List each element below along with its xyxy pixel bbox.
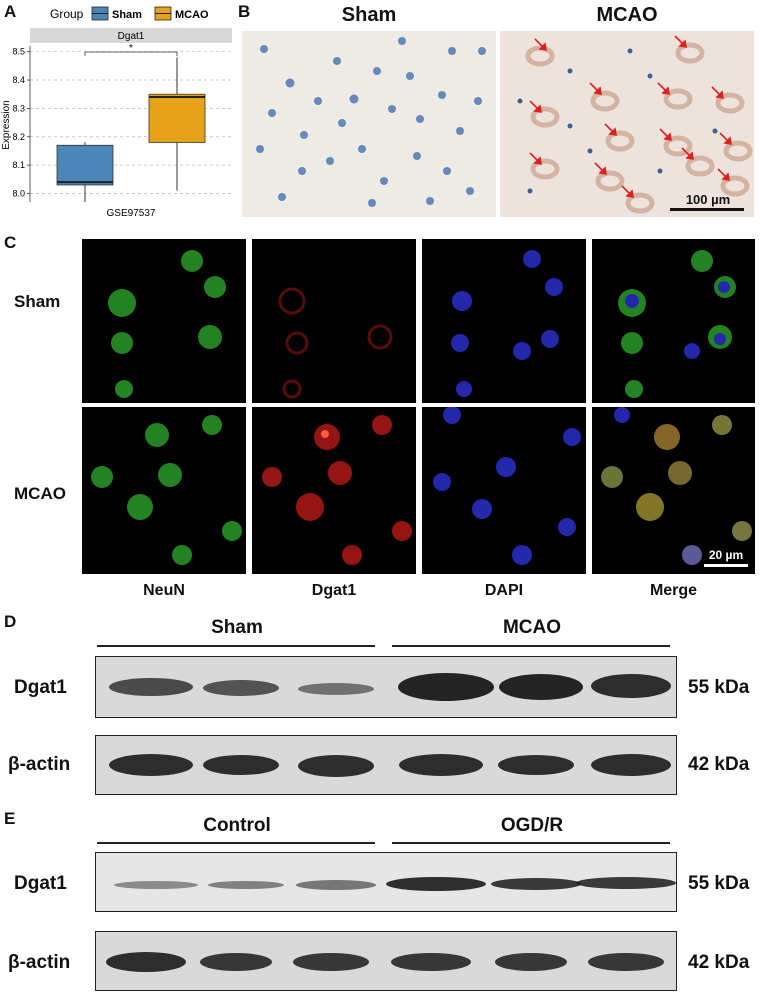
ihc-arrowhead: [625, 189, 634, 198]
panel-b-letter: B: [238, 2, 251, 21]
ihc-image-mcao: 100 µm: [500, 31, 754, 217]
facet-strip: [30, 28, 232, 43]
box-mcao: [148, 93, 206, 143]
if-row-label-mcao: MCAO: [14, 484, 66, 503]
ihc-arrowhead: [593, 86, 602, 95]
wb-d-line-sham: [97, 645, 375, 647]
panel-e-letter: E: [4, 809, 16, 828]
wb-d-band-label-actin: β-actin: [8, 754, 71, 775]
wb-d-group-mcao: MCAO: [502, 617, 562, 638]
x-axis-label: GSE97537: [107, 208, 156, 219]
if-sham-dgat1: [252, 239, 416, 403]
ihc-arrowhead: [661, 86, 670, 95]
y-tick-label: 8.5: [12, 47, 25, 57]
ihc-arrowhead: [715, 90, 724, 99]
panel-a-boxplot: Group Sham MCAO Dgat1 8.0 8.1 8.2 8.3 8.4 8.5…: [1, 6, 232, 219]
if-row-label-sham: Sham: [14, 292, 61, 311]
if-mcao-neun: [82, 407, 246, 574]
wb-e-blot-actin: [95, 931, 677, 991]
wb-d-blot-actin: [95, 735, 677, 795]
if-col-dgat1: Dgat1: [311, 582, 357, 599]
ihc-arrowhead: [685, 151, 694, 160]
if-col-merge: Merge: [649, 582, 698, 599]
ihc-scalebar-label: 100 µm: [685, 192, 731, 207]
ihc-arrowhead: [723, 136, 732, 145]
ihc-arrowhead: [533, 104, 542, 113]
ihc-arrowhead: [678, 39, 687, 48]
y-tick-label: 8.3: [12, 103, 25, 113]
wb-e-blot-dgat1: [95, 852, 677, 912]
if-mcao-dapi: [422, 407, 586, 574]
ihc-arrowhead: [721, 172, 730, 181]
ihc-arrowhead: [538, 42, 547, 51]
ihc-arrowhead: [533, 156, 542, 165]
y-tick-label: 8.2: [12, 132, 25, 142]
sig-star: *: [129, 43, 133, 54]
panel-d-letter: D: [4, 612, 17, 631]
facet-strip-label: Dgat1: [118, 31, 145, 42]
wb-e-line-control: [97, 842, 375, 844]
wb-d-kda-actin: 42 kDa: [688, 754, 750, 775]
panel-c-letter: C: [4, 233, 17, 252]
ihc-image-sham: [242, 31, 496, 217]
ihc-title-sham: Sham: [341, 4, 397, 26]
wb-d-blot-dgat1: [95, 656, 677, 718]
wb-d-band-label-dgat1: Dgat1: [14, 677, 67, 698]
plot-area: 8.0 8.1 8.2 8.3 8.4 8.5 *: [12, 43, 232, 202]
wb-e-kda-actin: 42 kDa: [688, 952, 750, 973]
wb-e-group-ogdr: OGD/R: [500, 815, 564, 836]
ihc-title-mcao: MCAO: [596, 4, 658, 26]
if-sham-merge: [592, 239, 755, 403]
ihc-arrowhead: [663, 132, 672, 141]
if-col-neun: NeuN: [143, 582, 185, 599]
if-col-dapi: DAPI: [484, 582, 524, 599]
wb-e-band-label-dgat1: Dgat1: [14, 873, 67, 894]
y-tick-label: 8.1: [12, 160, 25, 170]
if-scalebar-label: 20 µm: [708, 548, 744, 562]
if-sham-dapi: [422, 239, 586, 403]
y-tick-label: 8.0: [12, 188, 25, 198]
y-axis-label: Expression: [1, 100, 12, 149]
wb-e-band-label-actin: β-actin: [8, 952, 71, 973]
wb-d-line-mcao: [392, 645, 670, 647]
sig-bracket: [84, 51, 178, 56]
wb-e-group-control: Control: [203, 815, 271, 836]
if-sham-neun: [82, 239, 246, 403]
wb-e-kda-dgat1: 55 kDa: [688, 873, 750, 894]
ihc-scalebar: [670, 208, 744, 211]
legend-label-mcao: MCAO: [175, 9, 209, 21]
legend-title: Group: [50, 7, 84, 21]
box-sham: [56, 144, 114, 186]
y-tick-label: 8.4: [12, 75, 25, 85]
if-mcao-merge: 20 µm: [592, 407, 755, 574]
wb-e-line-ogdr: [392, 842, 670, 844]
if-mcao-dgat1: [252, 407, 416, 574]
ihc-arrowhead: [608, 127, 617, 136]
ihc-arrowhead: [598, 166, 607, 175]
wb-d-group-sham: Sham: [211, 617, 263, 638]
legend-label-sham: Sham: [112, 9, 142, 21]
if-scalebar: [704, 564, 748, 567]
panel-a-letter: A: [4, 2, 17, 21]
wb-d-kda-dgat1: 55 kDa: [688, 677, 750, 698]
